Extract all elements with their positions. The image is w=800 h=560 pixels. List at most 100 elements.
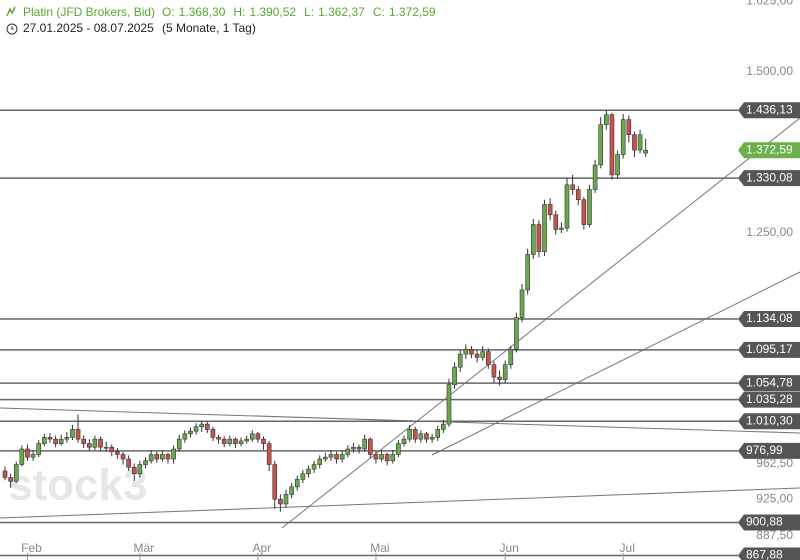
- candle-body: [193, 426, 199, 432]
- candle-body: [452, 366, 457, 385]
- ohlc-key: L:: [304, 5, 314, 19]
- candle-body: [120, 454, 126, 460]
- y-tick-label: 1.625,00: [746, 0, 793, 7]
- candle-body: [632, 134, 637, 151]
- x-tick-label: Jun: [500, 541, 519, 555]
- candle-body: [390, 454, 396, 462]
- candle-body: [70, 429, 75, 438]
- candle-body: [311, 464, 317, 470]
- candle-body: [92, 438, 98, 448]
- candle-body: [176, 438, 182, 450]
- candle-body: [345, 448, 351, 455]
- period: (5 Monate, 1 Tag): [162, 21, 256, 35]
- candle-body: [131, 466, 137, 475]
- candle-body: [81, 438, 86, 444]
- candle-body: [266, 443, 272, 465]
- y-tick-label: 1.250,00: [746, 225, 793, 239]
- date-range: 27.01.2025 - 08.07.2025: [23, 21, 154, 35]
- level-label: 1.054,78: [746, 375, 793, 389]
- candle-body: [165, 454, 171, 460]
- level-label: 1.095,17: [746, 342, 793, 356]
- level-tag: [738, 413, 800, 430]
- level-label: 976,99: [746, 443, 783, 457]
- candle-body: [221, 438, 227, 444]
- x-tick-label: Jul: [620, 541, 635, 555]
- candle-body: [261, 438, 266, 444]
- candle-body: [47, 437, 53, 440]
- candle-body: [188, 430, 193, 435]
- candle-body: [536, 224, 542, 252]
- ohlc-key: H:: [233, 5, 245, 19]
- candle-body: [272, 464, 278, 500]
- level-label: 1.134,08: [746, 311, 793, 325]
- candle-body: [446, 384, 452, 425]
- candle-body: [463, 348, 469, 355]
- x-tick-label: Mär: [134, 541, 155, 555]
- watermark: stock3: [8, 461, 147, 510]
- candle-body: [604, 114, 609, 125]
- candle-body: [373, 454, 379, 460]
- candle-body: [542, 204, 547, 252]
- ohlc-value: 1.372,59: [389, 5, 436, 19]
- candle-body: [334, 454, 339, 460]
- candle-body: [626, 119, 632, 136]
- candle-body: [115, 451, 120, 455]
- candle-body: [255, 433, 261, 440]
- candle-body: [25, 448, 30, 458]
- level-label: 1.330,08: [746, 170, 793, 184]
- candle-body: [367, 438, 373, 455]
- candle-body: [30, 454, 36, 458]
- candle-body: [351, 446, 356, 450]
- candle-body: [210, 429, 216, 438]
- candle-body: [581, 199, 587, 225]
- y-tick-label: 887,50: [756, 528, 793, 542]
- candle-body: [530, 224, 536, 255]
- candle-body: [42, 437, 47, 444]
- clock-hand: [11, 26, 14, 30]
- candle-body: [294, 479, 300, 488]
- candle-body: [356, 446, 362, 450]
- candle-body: [379, 454, 384, 460]
- candle-body: [564, 184, 570, 229]
- candle-body: [486, 351, 491, 365]
- candle-body: [441, 423, 446, 430]
- level-tag: [738, 311, 800, 328]
- ohlc-key: O:: [162, 5, 175, 19]
- candle-body: [283, 494, 289, 505]
- candle-body: [396, 443, 401, 455]
- x-tick-label: Mai: [370, 541, 389, 555]
- candle-body: [575, 189, 581, 201]
- level-tag: [738, 341, 800, 358]
- y-tick-label: 1.500,00: [746, 64, 793, 78]
- candle-body: [474, 353, 480, 358]
- header: Platin (JFD Brokers, Bid) O: 1.368,30 H: 1.…: [6, 5, 436, 35]
- clock-icon: [6, 23, 18, 35]
- candle-body: [317, 458, 323, 465]
- trend-line: [431, 271, 800, 456]
- trend-line: [281, 117, 800, 529]
- candle-body: [249, 433, 255, 440]
- candle-body: [609, 114, 615, 176]
- candle-body: [109, 446, 115, 453]
- candle-body: [469, 348, 474, 355]
- candle-body: [53, 438, 58, 444]
- candle-body: [2, 470, 8, 478]
- candle-body: [238, 440, 244, 444]
- ohlc-value: 1.390,52: [249, 5, 296, 19]
- candle-body: [407, 429, 412, 440]
- level-tag: [738, 375, 800, 392]
- candle-body: [143, 460, 148, 465]
- candle-body: [233, 438, 238, 444]
- candle-body: [339, 454, 345, 460]
- ohlc-value: 1.368,30: [179, 5, 226, 19]
- candle-body: [525, 254, 530, 291]
- candle-body: [592, 164, 598, 190]
- candle-body: [199, 423, 204, 428]
- candle-body: [300, 473, 306, 480]
- candle-body: [401, 438, 407, 444]
- candle-body: [514, 317, 519, 350]
- ohlc-header: O: 1.368,30 H: 1.390,52 L: 1.362,37 C: 1.372,59: [162, 5, 436, 19]
- last-price-label: 1.372,59: [746, 142, 793, 156]
- ohlc-value: 1.362,37: [318, 5, 365, 19]
- x-tick-label: Feb: [21, 541, 42, 555]
